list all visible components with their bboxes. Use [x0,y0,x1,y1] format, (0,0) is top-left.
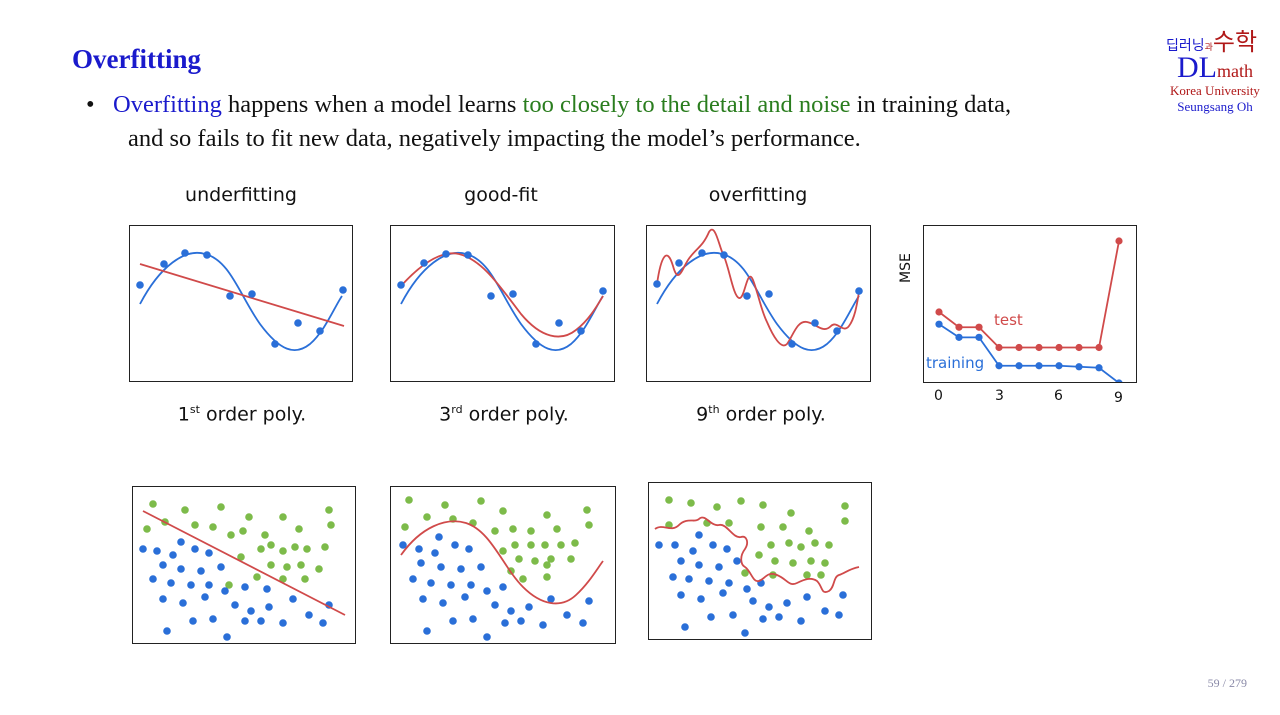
mse-chart-frame: test training [923,225,1137,383]
ninth-order-fit-curve [656,228,860,347]
panel-title-overfitting: overfitting [708,184,808,206]
test-series-label: test [994,311,1023,329]
regression-overfit-svg [653,228,863,352]
panel-title-underfitting: underfitting [185,184,297,206]
bullet-text-2: in training data, [850,91,1012,118]
regression-goodfit-svg [397,250,607,352]
logo-korean: 딥러닝과수학 [1160,22,1270,57]
class-green-points [665,496,849,579]
logo-korean-big: 수학 [1212,28,1258,56]
slide-title: Overfitting [72,44,201,74]
classification-goodfit-svg [399,496,604,641]
true-function-curve [656,252,860,352]
regression-plot-underfit [129,225,353,382]
x-tick-6: 6 [1054,388,1063,404]
term-overfitting: Overfitting [113,91,222,118]
training-point-8 [1095,364,1103,372]
class-blue-points [139,538,333,641]
bullet-marker: • [86,91,95,118]
training-point-5 [1035,362,1043,370]
panel-title-good-fit: good-fit [464,184,538,206]
classification-plot-underfit [132,486,356,644]
label-1st-order: 1st order poly. [177,403,307,426]
wiggly-decision-boundary [654,516,860,593]
training-points [653,249,863,348]
x-tick-3: 3 [995,388,1004,404]
classification-underfit-svg [139,500,346,641]
test-point-6 [1055,343,1063,352]
logo-korean-small: 딥러닝 [1166,38,1205,54]
true-function-curve [400,252,604,352]
training-points [397,250,607,348]
classification-plot-goodfit [390,486,616,644]
training-point-9 [1115,379,1123,382]
bullet-line-2: and so fails to fit new data, negatively… [128,125,861,152]
label-9th-order: 9th order poly. [696,403,826,426]
training-point-1 [955,333,963,341]
test-series-line [938,240,1120,349]
training-point-0 [935,320,943,328]
class-blue-points [399,533,593,641]
logo-math: math [1217,61,1253,81]
page-number: 59 / 279 [1207,676,1247,690]
bullet-line-1: Overfitting happens when a model learns … [113,88,1011,122]
training-point-7 [1075,363,1083,371]
class-green-points [143,500,335,589]
test-point-7 [1075,343,1083,352]
mse-chart: test training [926,237,1123,382]
logo-dl: DL [1177,51,1217,84]
training-points [136,249,347,348]
regression-underfit-svg [136,249,347,352]
true-function-curve [139,252,343,352]
highlight-detail-noise: too closely to the detail and noise [522,91,851,118]
test-point-4 [1015,343,1023,352]
regression-plot-goodfit [390,225,615,382]
label-3rd-order: 3rd order poly. [439,403,569,426]
mse-axis-label: MSE [898,253,914,283]
curved-decision-boundary [400,520,604,605]
logo-dlmath: DLmath [1160,51,1270,85]
linear-fit-line [139,263,345,327]
test-point-0 [935,308,943,316]
logo-author: Seungsang Oh [1177,99,1253,114]
training-series-line [938,323,1120,382]
test-point-5 [1035,343,1043,352]
training-point-4 [1015,362,1023,370]
regression-plot-overfit [646,225,871,382]
bullet-text-1: happens when a model learns [221,91,523,118]
test-point-3 [995,343,1003,352]
training-point-2 [975,333,983,341]
class-green-points [401,496,593,583]
class-blue-points [655,531,847,637]
x-tick-0: 0 [934,388,943,404]
classification-overfit-svg [654,496,860,637]
logo-korean-and: 과 [1204,43,1213,53]
linear-decision-boundary [142,510,346,616]
dlmath-logo: 딥러닝과수학 DLmath Korea University Seungsang… [1160,22,1270,115]
test-point-9 [1115,237,1123,245]
training-point-3 [995,362,1003,370]
classification-plot-overfit [648,482,872,640]
training-point-6 [1055,362,1063,370]
test-point-8 [1095,343,1103,352]
test-point-2 [975,323,983,331]
x-tick-9: 9 [1114,390,1123,406]
test-point-1 [955,323,963,331]
training-series-label: training [926,354,984,372]
logo-university: Korea University [1170,83,1260,98]
cubic-fit-curve [400,252,604,338]
